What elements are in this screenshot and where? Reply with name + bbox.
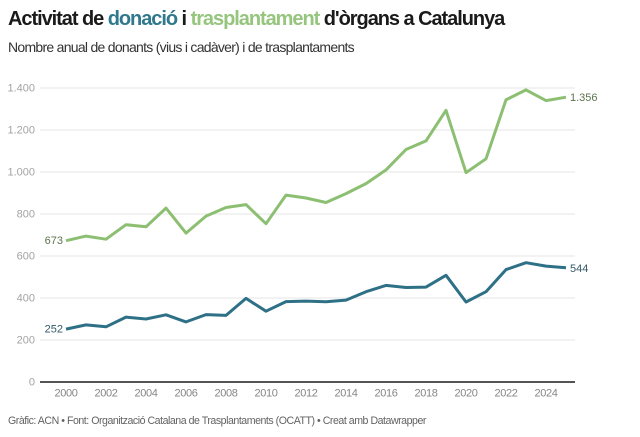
svg-text:1.400: 1.400: [7, 83, 35, 95]
svg-text:2002: 2002: [94, 388, 117, 400]
svg-text:673: 673: [45, 235, 63, 247]
svg-text:200: 200: [17, 335, 35, 347]
svg-text:2006: 2006: [174, 388, 197, 400]
svg-text:2004: 2004: [134, 388, 157, 400]
svg-text:600: 600: [17, 251, 35, 263]
svg-text:2022: 2022: [494, 388, 517, 400]
svg-text:2014: 2014: [334, 388, 357, 400]
svg-text:252: 252: [45, 324, 63, 336]
svg-text:2000: 2000: [54, 388, 77, 400]
svg-text:2008: 2008: [214, 388, 237, 400]
svg-text:2012: 2012: [294, 388, 317, 400]
svg-text:1.356: 1.356: [570, 92, 598, 104]
svg-text:400: 400: [17, 293, 35, 305]
svg-text:544: 544: [570, 263, 588, 275]
svg-text:800: 800: [17, 209, 35, 221]
svg-text:2018: 2018: [414, 388, 437, 400]
svg-text:2016: 2016: [374, 388, 397, 400]
svg-text:1.200: 1.200: [7, 125, 35, 137]
svg-text:0: 0: [29, 377, 35, 389]
svg-text:1.000: 1.000: [7, 167, 35, 179]
svg-text:2024: 2024: [534, 388, 557, 400]
svg-text:2010: 2010: [254, 388, 277, 400]
svg-text:2020: 2020: [454, 388, 477, 400]
